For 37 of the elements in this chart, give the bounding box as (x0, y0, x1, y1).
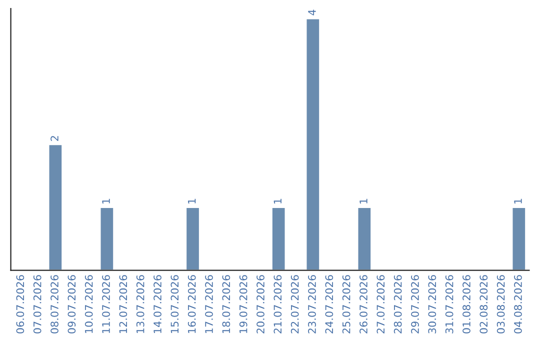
x-tick-label: 10.07.2026 (84, 275, 93, 333)
x-tick-label: 15.07.2026 (170, 275, 179, 333)
x-tick-label: 20.07.2026 (256, 275, 264, 334)
data-label: 1 (188, 198, 196, 204)
data-label: 1 (102, 198, 110, 204)
x-tick-label: 23.07.2026 (308, 275, 316, 334)
x-tick-label: 17.07.2026 (205, 275, 213, 333)
x-tick-label: 29.07.2026 (411, 275, 419, 334)
x-tick-label: 25.07.2026 (342, 275, 350, 334)
x-tick-label: 09.07.2026 (68, 275, 76, 334)
x-tick-label: 08.07.2026 (50, 275, 58, 334)
data-label: 2 (50, 136, 58, 141)
x-tick-label: 07.07.2026 (33, 275, 42, 334)
x-tick-label: 27.07.2026 (376, 275, 385, 334)
x-tick-label: 28.07.2026 (394, 275, 402, 334)
x-tick-label: 02.08.2026 (480, 275, 488, 334)
x-tick-label: 30.07.2026 (428, 275, 436, 334)
x-tick-label: 13.07.2026 (136, 275, 144, 333)
x-tick-label: 31.07.2026 (445, 275, 454, 334)
x-tick-label: 11.07.2026 (102, 275, 110, 333)
x-tick-label: 16.07.2026 (188, 275, 196, 333)
x-tick-label: 01.08.2026 (462, 275, 470, 334)
x-tick-label: 26.07.2026 (360, 275, 368, 334)
data-label: 4 (308, 10, 316, 16)
x-tick-label: 12.07.2026 (119, 275, 128, 333)
data-label: 1 (274, 198, 282, 204)
x-tick-label: 14.07.2026 (154, 275, 162, 333)
x-tick-label: 24.07.2026 (325, 275, 334, 334)
x-tick-label: 03.08.2026 (496, 275, 505, 334)
data-label: 1 (360, 198, 368, 204)
x-tick-label: 04.08.2026 (514, 275, 522, 334)
x-tick-label: 21.07.2026 (274, 275, 282, 334)
x-tick-label: 19.07.2026 (239, 275, 248, 333)
x-tick-label: 06.07.2026 (16, 275, 24, 334)
x-tick-label: 18.07.2026 (222, 275, 230, 333)
data-label: 1 (514, 198, 522, 204)
x-tick-label: 22.07.2026 (290, 275, 299, 334)
